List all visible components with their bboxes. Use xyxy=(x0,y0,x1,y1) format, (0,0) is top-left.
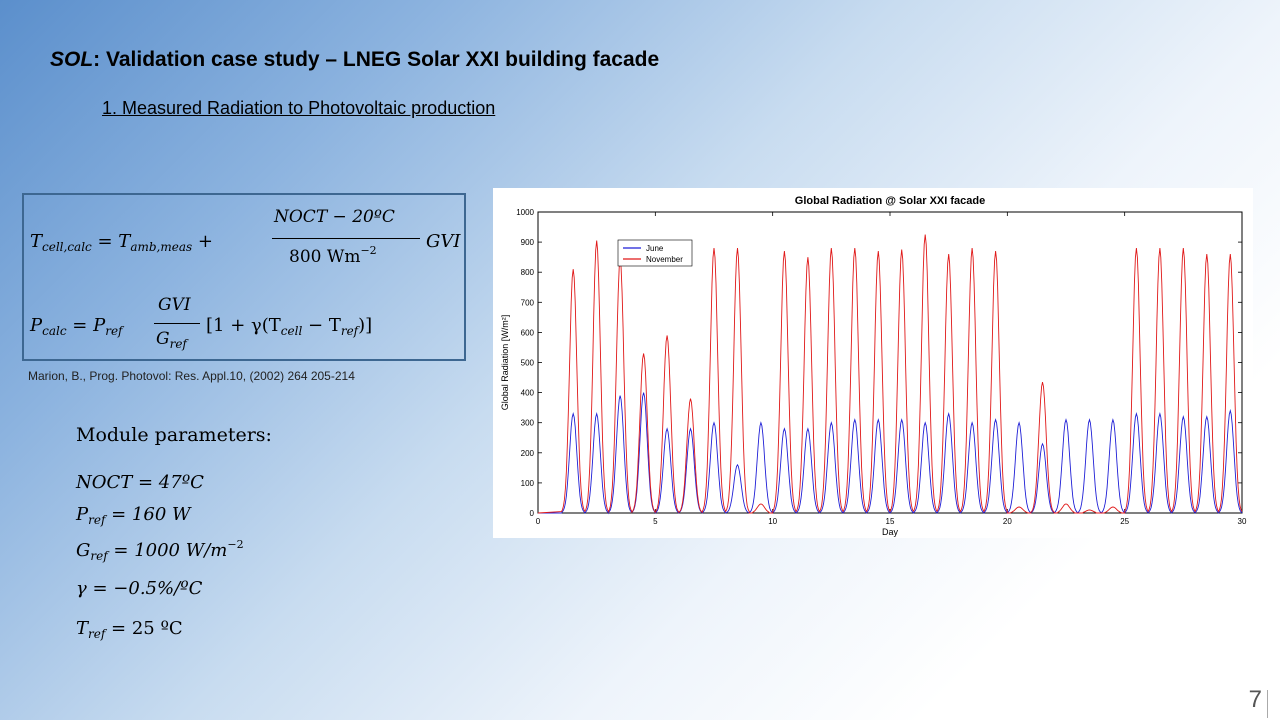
x-axis-label: Day xyxy=(882,527,899,537)
x-tick-label: 30 xyxy=(1238,517,1247,526)
y-tick-label: 0 xyxy=(530,509,535,518)
param-pref: Pref = 160 W xyxy=(76,504,191,527)
param-gamma: γ = −0.5%/ºC xyxy=(76,578,203,599)
slide-title-rest: : Validation case study – LNEG Solar XXI… xyxy=(93,48,660,71)
chart-title: Global Radiation @ Solar XXI facade xyxy=(795,195,985,207)
y-tick-label: 900 xyxy=(521,238,535,247)
y-tick-label: 1000 xyxy=(516,208,534,217)
fraction-1-bar xyxy=(272,238,420,239)
slide-subtitle: 1. Measured Radiation to Photovoltaic pr… xyxy=(102,98,496,118)
y-tick-label: 600 xyxy=(521,328,535,337)
y-tick-label: 700 xyxy=(521,298,535,307)
chart-legend: June November xyxy=(617,239,693,267)
x-tick-label: 10 xyxy=(768,517,777,526)
x-tick-label: 15 xyxy=(886,517,895,526)
tcell-lhs: Tcell,calc = Tamb,meas + xyxy=(30,231,213,254)
slide-title-sol: SOL xyxy=(50,48,94,71)
series-line-november xyxy=(537,234,1243,514)
y-tick-label: 800 xyxy=(521,268,535,277)
fraction-2-numerator: GVI xyxy=(158,295,191,315)
fraction-1-denominator: 800 Wm−2 xyxy=(289,244,377,267)
y-tick-label: 200 xyxy=(521,449,535,458)
param-tref: Tref = 25 ºC xyxy=(76,618,183,641)
y-tick-label: 300 xyxy=(521,419,535,428)
legend-label-november: November xyxy=(646,255,683,264)
fraction-2-denominator: Gref xyxy=(156,329,187,351)
radiation-chart: Global Radiation @ Solar XXI facade 0 100 2… xyxy=(493,188,1253,538)
formula-box: Tcell,calc = Tamb,meas + NOCT − 20ºC 800… xyxy=(22,193,466,361)
y-tick-label: 100 xyxy=(521,479,535,488)
y-axis-label: Global Radiation [W/m²] xyxy=(500,315,510,411)
series-line-june xyxy=(538,392,1243,515)
citation: Marion, B., Prog. Photovol: Res. Appl.10… xyxy=(28,369,355,383)
legend-label-june: June xyxy=(646,244,664,253)
fraction-2-bar xyxy=(154,323,200,324)
y-tick-label: 400 xyxy=(521,389,535,398)
module-parameters-heading: Module parameters: xyxy=(76,424,272,446)
y-tick-label: 500 xyxy=(521,359,535,368)
page-number: 7 xyxy=(1248,686,1262,713)
bracket-term: [1 + γ(Tcell − Tref)] xyxy=(206,315,373,338)
fraction-1-numerator: NOCT − 20ºC xyxy=(274,207,395,227)
gvi-term: GVI xyxy=(426,231,461,252)
param-noct: NOCT = 47ºC xyxy=(76,472,204,493)
legend-box xyxy=(617,239,693,267)
radiation-chart-svg: Global Radiation @ Solar XXI facade01002… xyxy=(500,195,1247,537)
param-gref: Gref = 1000 W/m−2 xyxy=(76,538,244,563)
footer-divider xyxy=(1267,690,1268,718)
x-tick-label: 20 xyxy=(1003,517,1012,526)
x-tick-label: 0 xyxy=(536,517,541,526)
pcalc-lhs: Pcalc = Pref xyxy=(30,315,123,338)
x-tick-label: 25 xyxy=(1120,517,1129,526)
x-tick-label: 5 xyxy=(653,517,658,526)
slide-title: SOL: Validation case study – LNEG Solar … xyxy=(50,48,659,72)
